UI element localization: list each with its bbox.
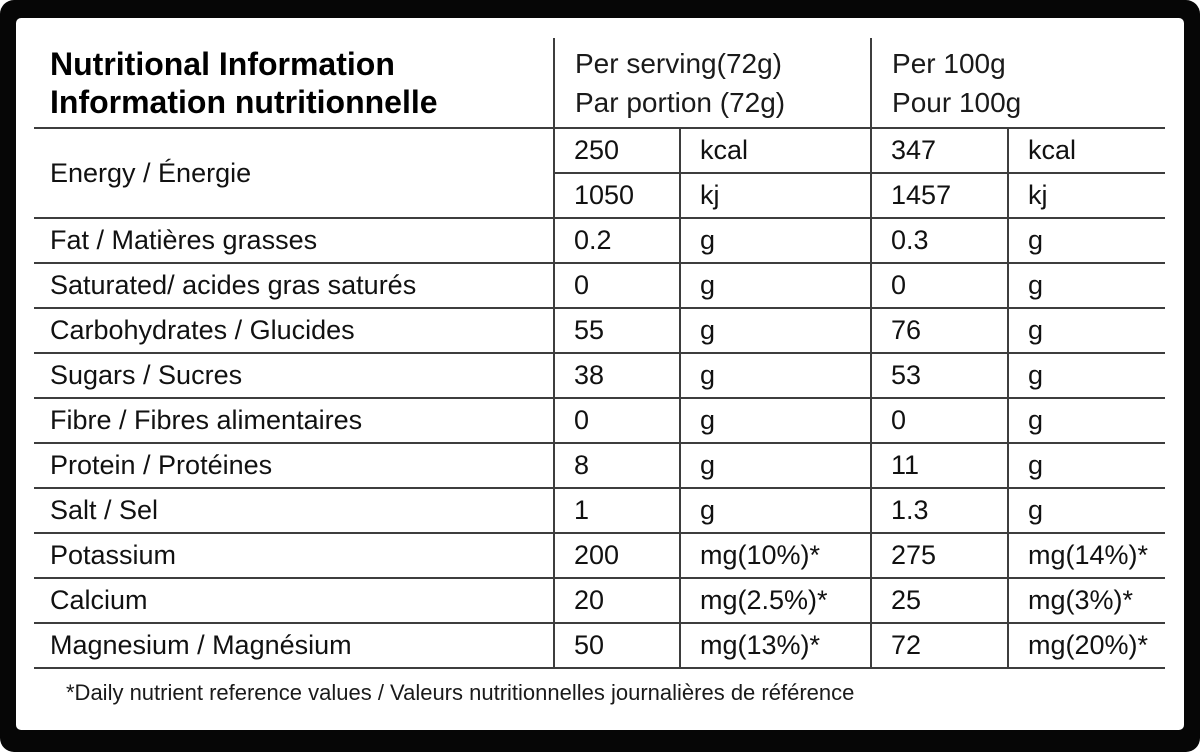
serving-unit: mg(2.5%)*: [678, 578, 872, 624]
per-100g-line-en: Per 100g: [892, 47, 1006, 79]
serving-value: 0.2: [553, 218, 680, 264]
row-label: Salt / Sel: [34, 488, 554, 534]
footnote: *Daily nutrient reference values / Valeu…: [66, 680, 855, 705]
serving-unit: mg(10%)*: [678, 533, 872, 579]
per100-unit: g: [1007, 398, 1166, 444]
serving-value: 38: [553, 353, 680, 399]
serving-unit: g: [678, 443, 872, 489]
row-label: Magnesium / Magnésium: [34, 623, 554, 669]
table-row-energy-kj: 1050 kj 1457 kj: [34, 173, 1166, 219]
serving-value: 55: [553, 308, 680, 354]
title-line-en: Nutritional Information: [50, 45, 395, 82]
table-row-carbohydrates: Carbohydrates / Glucides 55 g 76 g: [34, 308, 1166, 354]
table-row-magnesium: Magnesium / Magnésium 50 mg(13%)* 72 mg(…: [34, 623, 1166, 669]
serving-unit: g: [678, 353, 872, 399]
row-label: Fibre / Fibres alimentaires: [34, 398, 554, 444]
serving-value: 0: [553, 398, 680, 444]
per100-unit: g: [1007, 263, 1166, 309]
per100-value: 347: [870, 128, 1009, 174]
per100-value: 53: [870, 353, 1009, 399]
column-header-per-100g: Per 100g Pour 100g: [870, 38, 1166, 129]
per100-unit: kj: [1007, 173, 1166, 219]
per100-value: 275: [870, 533, 1009, 579]
serving-unit: g: [678, 218, 872, 264]
per100-value: 0: [870, 263, 1009, 309]
row-label: Energy / Énergie: [34, 128, 554, 219]
per100-unit: g: [1007, 308, 1166, 354]
serving-value: 1: [553, 488, 680, 534]
per100-unit: mg(14%)*: [1007, 533, 1166, 579]
serving-unit: mg(13%)*: [678, 623, 872, 669]
per100-value: 25: [870, 578, 1009, 624]
serving-unit: g: [678, 488, 872, 534]
row-label: Sugars / Sucres: [34, 353, 554, 399]
table-row-calcium: Calcium 20 mg(2.5%)* 25 mg(3%)*: [34, 578, 1166, 624]
per100-unit: g: [1007, 353, 1166, 399]
table-row-energy-kcal: Energy / Énergie 250 kcal 347 kcal: [34, 128, 1166, 219]
serving-value: 200: [553, 533, 680, 579]
table-row-protein: Protein / Protéines 8 g 11 g: [34, 443, 1166, 489]
per100-value: 1457: [870, 173, 1009, 219]
row-label: Potassium: [34, 533, 554, 579]
row-label: Protein / Protéines: [34, 443, 554, 489]
column-header-per-serving: Per serving(72g) Par portion (72g): [552, 38, 872, 129]
table-row-salt: Salt / Sel 1 g 1.3 g: [34, 488, 1166, 534]
table-row-saturated: Saturated/ acides gras saturés 0 g 0 g: [34, 263, 1166, 309]
title-line-fr: Information nutritionnelle: [50, 83, 438, 120]
per100-value: 1.3: [870, 488, 1009, 534]
serving-unit: g: [678, 308, 872, 354]
serving-value: 250: [553, 128, 680, 174]
per100-unit: g: [1007, 218, 1166, 264]
serving-unit: kcal: [678, 128, 872, 174]
per100-value: 72: [870, 623, 1009, 669]
per100-value: 0.3: [870, 218, 1009, 264]
per-serving-line-fr: Par portion (72g): [575, 86, 786, 118]
page-title: Nutritional Information Information nutr…: [34, 38, 554, 129]
serving-value: 50: [553, 623, 680, 669]
serving-value: 8: [553, 443, 680, 489]
serving-value: 1050: [553, 173, 680, 219]
nutrition-table: Nutritional Information Information nutr…: [34, 38, 1166, 669]
serving-unit: kj: [678, 173, 872, 219]
row-label: Carbohydrates / Glucides: [34, 308, 554, 354]
serving-value: 0: [553, 263, 680, 309]
serving-unit: g: [678, 263, 872, 309]
nutrition-label-card: Nutritional Information Information nutr…: [16, 18, 1184, 730]
row-label: Fat / Matières grasses: [34, 218, 554, 264]
per100-value: 0: [870, 398, 1009, 444]
serving-unit: g: [678, 398, 872, 444]
table-row-fibre: Fibre / Fibres alimentaires 0 g 0 g: [34, 398, 1166, 444]
per100-unit: mg(20%)*: [1007, 623, 1166, 669]
per-serving-line-en: Per serving(72g): [575, 47, 782, 79]
per100-value: 76: [870, 308, 1009, 354]
row-label: Saturated/ acides gras saturés: [34, 263, 554, 309]
table-row-fat: Fat / Matières grasses 0.2 g 0.3 g: [34, 218, 1166, 264]
per100-unit: g: [1007, 443, 1166, 489]
table-row-sugars: Sugars / Sucres 38 g 53 g: [34, 353, 1166, 399]
per100-unit: mg(3%)*: [1007, 578, 1166, 624]
table-header-row: Nutritional Information Information nutr…: [34, 38, 1166, 129]
serving-value: 20: [553, 578, 680, 624]
per100-value: 11: [870, 443, 1009, 489]
per100-unit: kcal: [1007, 128, 1166, 174]
per100-unit: g: [1007, 488, 1166, 534]
table-row-potassium: Potassium 200 mg(10%)* 275 mg(14%)*: [34, 533, 1166, 579]
nutrition-table-wrap: Nutritional Information Information nutr…: [34, 38, 1184, 706]
per-100g-line-fr: Pour 100g: [892, 86, 1022, 118]
row-label: Calcium: [34, 578, 554, 624]
